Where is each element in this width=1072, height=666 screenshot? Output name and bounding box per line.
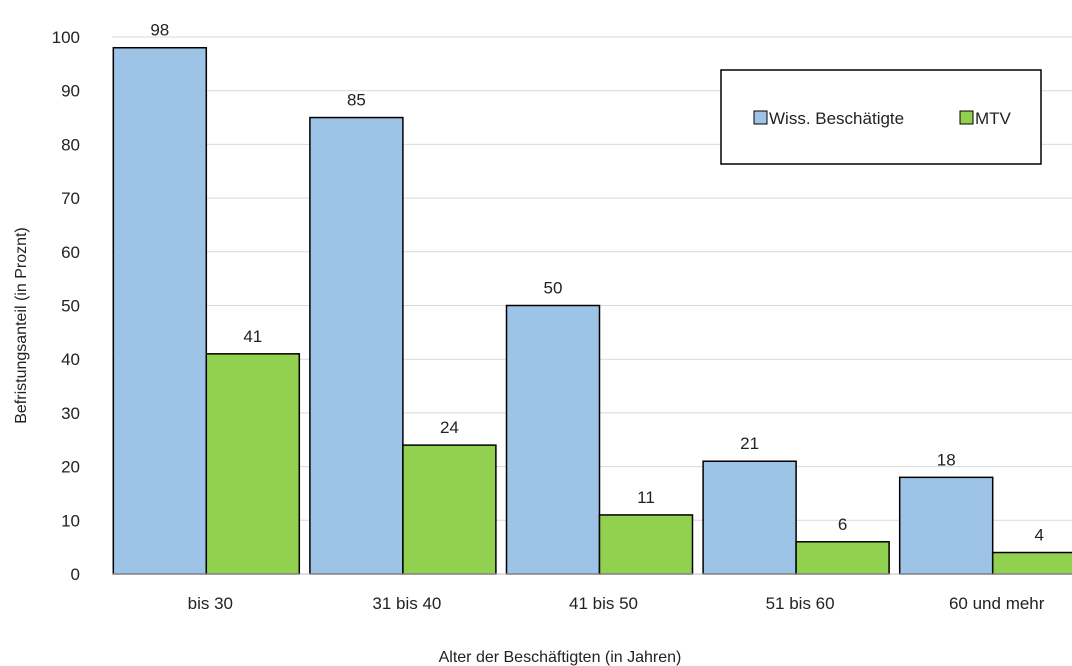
x-tick-label: 31 bis 40 [372, 594, 441, 613]
data-label: 85 [347, 91, 366, 110]
data-label: 4 [1034, 526, 1043, 545]
y-tick-label: 30 [61, 404, 80, 423]
y-axis-ticks: 0 10 20 30 40 50 60 70 80 90 100 [52, 28, 80, 584]
y-tick-label: 60 [61, 243, 80, 262]
legend-label-wiss: Wiss. Beschätigte [769, 109, 904, 128]
bar-wiss-0 [113, 48, 206, 574]
bar-mtv-0 [206, 354, 299, 574]
bar-wiss-4 [900, 477, 993, 574]
bar-wiss-3 [703, 461, 796, 574]
data-label: 41 [243, 327, 262, 346]
y-tick-label: 90 [61, 82, 80, 101]
x-tick-label: 51 bis 60 [766, 594, 835, 613]
data-label: 21 [740, 434, 759, 453]
data-label: 6 [838, 515, 847, 534]
x-tick-label: bis 30 [188, 594, 233, 613]
y-tick-label: 80 [61, 135, 80, 154]
legend-swatch-wiss [754, 111, 767, 124]
x-axis-ticks: bis 30 31 bis 40 41 bis 50 51 bis 60 60 und … [188, 594, 1045, 613]
y-axis-title: Befristungsanteil (in Proznt) [13, 227, 30, 424]
x-tick-label: 41 bis 50 [569, 594, 638, 613]
y-tick-label: 20 [61, 458, 80, 477]
legend: Wiss. Beschätigte MTV [721, 70, 1041, 164]
legend-swatch-mtv [960, 111, 973, 124]
x-tick-label: 60 und mehr [949, 594, 1045, 613]
data-label: 18 [937, 450, 956, 469]
data-label: 98 [150, 21, 169, 40]
y-tick-label: 50 [61, 297, 80, 316]
bar-mtv-3 [796, 542, 889, 574]
y-tick-label: 0 [71, 565, 80, 584]
bar-wiss-1 [310, 118, 403, 574]
bar-mtv-4 [993, 553, 1072, 574]
y-tick-label: 40 [61, 350, 80, 369]
x-axis-title: Alter der Beschäftigten (in Jahren) [439, 649, 682, 666]
y-tick-label: 70 [61, 189, 80, 208]
data-label: 24 [440, 418, 459, 437]
data-label: 50 [544, 279, 563, 298]
y-tick-label: 10 [61, 511, 80, 530]
bar-wiss-2 [507, 306, 600, 575]
y-tick-label: 100 [52, 28, 80, 47]
bar-mtv-2 [600, 515, 693, 574]
data-label: 11 [637, 488, 655, 507]
legend-label-mtv: MTV [975, 109, 1012, 128]
bar-mtv-1 [403, 445, 496, 574]
